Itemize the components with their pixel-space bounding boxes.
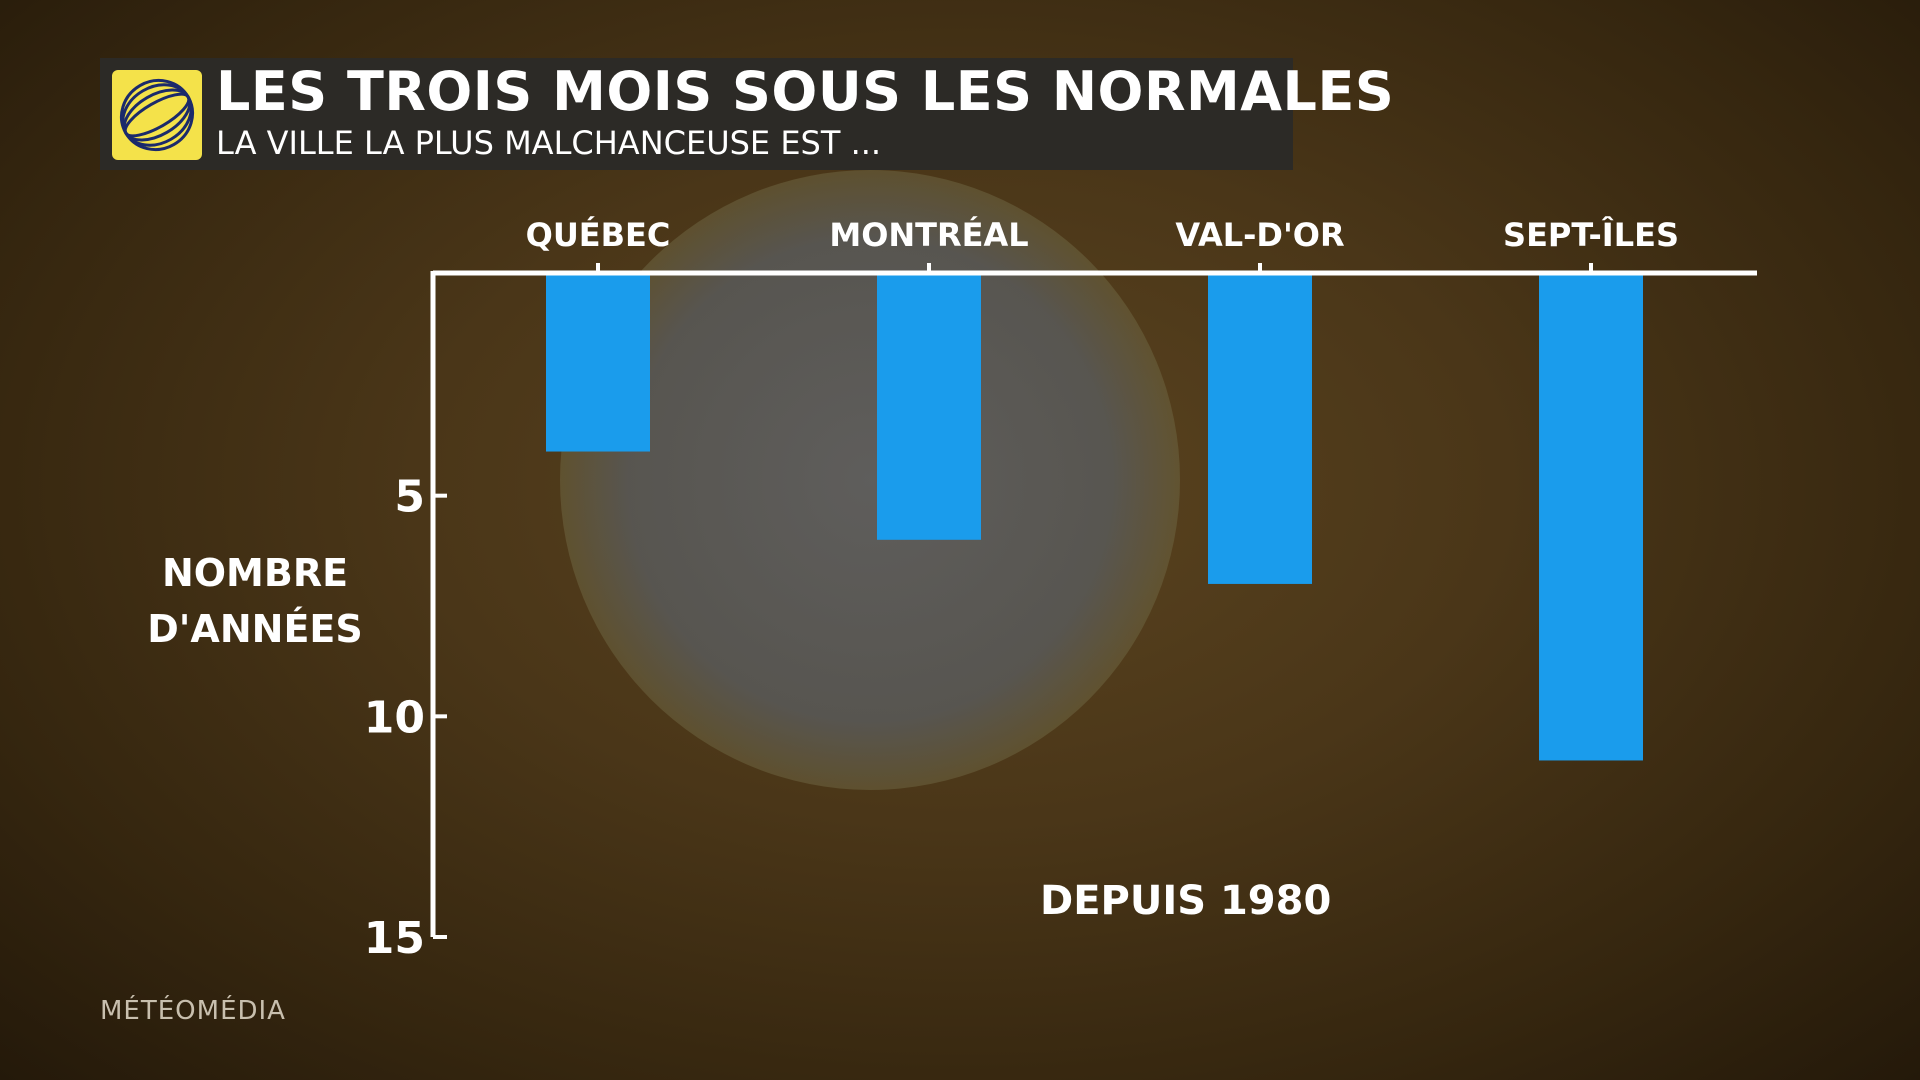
category-label-1: MONTRÉAL: [829, 216, 1028, 254]
y-tick-label-1: 10: [364, 692, 425, 743]
category-label-0: QUÉBEC: [526, 216, 671, 254]
bar-0: [546, 275, 650, 452]
y-tick-label-2: 15: [364, 913, 425, 964]
y-axis-label: NOMBRE D'ANNÉES: [120, 545, 390, 657]
header-banner: [100, 58, 1293, 170]
chart-title: LES TROIS MOIS SOUS LES NORMALES: [216, 60, 1395, 123]
y-axis-label-line-2: D'ANNÉES: [147, 607, 363, 651]
meteomedia-globe-icon: [112, 70, 202, 160]
bar-1: [877, 275, 981, 540]
y-axis-label-line-1: NOMBRE: [161, 551, 349, 595]
category-label-2: VAL-D'OR: [1175, 216, 1344, 254]
watermark-logo-text: MÉTÉOMÉDIA: [100, 996, 286, 1026]
annotation-since: DEPUIS 1980: [1040, 878, 1332, 924]
bar-2: [1208, 275, 1312, 584]
y-tick-label-0: 5: [394, 472, 425, 523]
chart-subtitle: LA VILLE LA PLUS MALCHANCEUSE EST ...: [216, 124, 882, 162]
bar-3: [1539, 275, 1643, 761]
category-label-3: SEPT-ÎLES: [1503, 216, 1679, 254]
